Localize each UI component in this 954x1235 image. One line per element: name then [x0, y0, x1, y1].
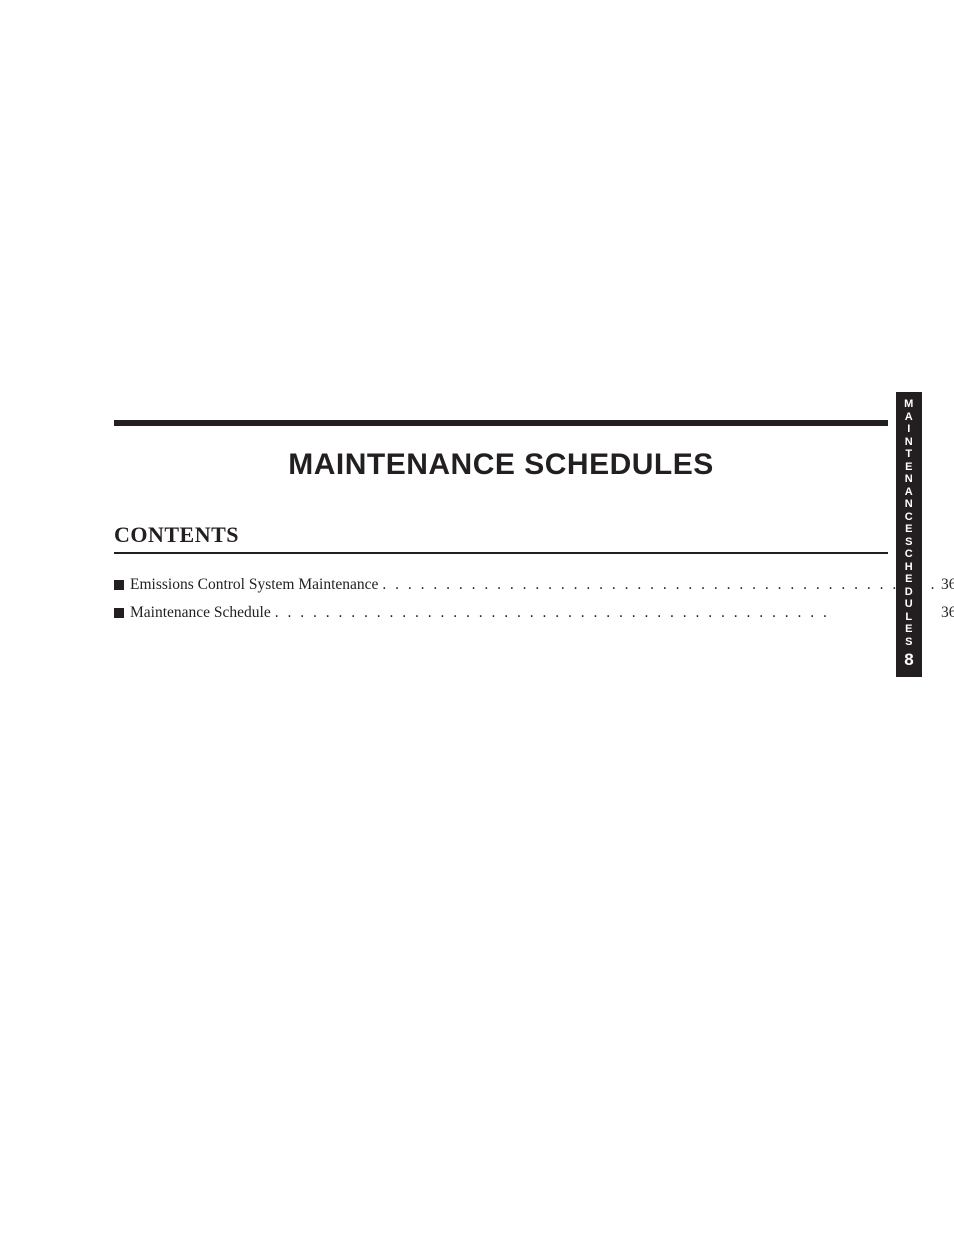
content-area: MAINTENANCE SCHEDULES CONTENTS Emissions…	[114, 420, 888, 622]
toc-label: Emissions Control System Maintenance	[130, 576, 378, 594]
contents-rule	[114, 552, 888, 554]
side-tab-line1: MAINTENANCE	[896, 398, 922, 536]
contents-heading: CONTENTS	[114, 522, 888, 548]
side-tab-line2: SCHEDULES	[896, 536, 922, 649]
top-rule	[114, 420, 888, 426]
toc-entry: Maintenance Schedule 364	[114, 604, 954, 622]
filled-square-icon	[114, 580, 124, 590]
toc-leader	[271, 604, 941, 622]
chapter-title: MAINTENANCE SCHEDULES	[114, 448, 888, 482]
page: MAINTENANCE SCHEDULES CONTENTS Emissions…	[0, 0, 954, 1235]
toc-columns: Emissions Control System Maintenance 364…	[114, 576, 888, 622]
toc-page: 364	[941, 576, 954, 594]
side-tab: MAINTENANCE SCHEDULES 8	[896, 392, 922, 677]
filled-square-icon	[114, 608, 124, 618]
toc-leader	[378, 576, 941, 594]
toc-label: Maintenance Schedule	[130, 604, 271, 622]
toc-entry: Emissions Control System Maintenance 364	[114, 576, 954, 594]
toc-page: 364	[941, 604, 954, 622]
toc-column-left: Emissions Control System Maintenance 364…	[114, 576, 954, 622]
side-tab-chapter-number: 8	[896, 650, 922, 669]
